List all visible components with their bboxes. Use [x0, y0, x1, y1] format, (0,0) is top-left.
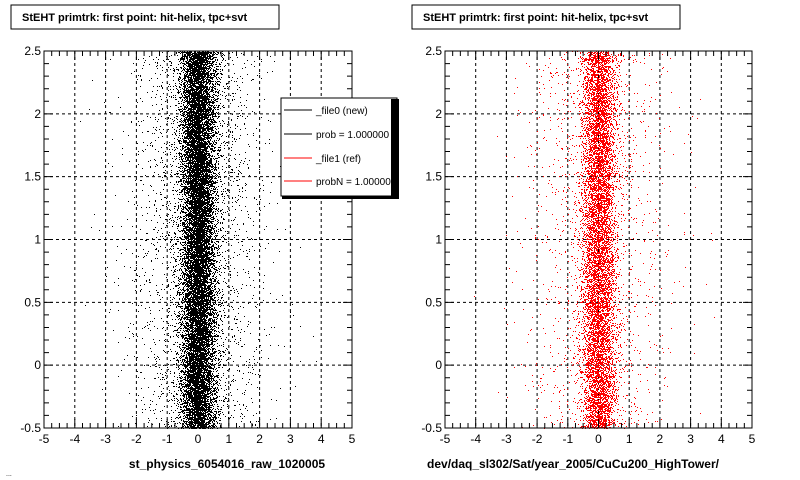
axis-ticks — [444, 50, 753, 429]
x-tick-label: 2 — [256, 432, 263, 446]
y-tick-label: -0.5 — [421, 421, 442, 435]
y-tick-label: 1 — [34, 233, 41, 247]
x-tick-label: -4 — [470, 432, 481, 446]
y-tick-label: 1.5 — [425, 170, 442, 184]
legend-box — [280, 97, 398, 197]
x-axis-label: st_physics_6054016_raw_1020005 — [129, 457, 325, 471]
x-tick-label: -3 — [501, 432, 512, 446]
y-tick-label: 0.5 — [24, 295, 41, 309]
y-tick-label: 2.5 — [425, 44, 442, 58]
right-plot-panel: StEHT primtrk: first point: hit-helix, t… — [411, 4, 756, 471]
scatter-point-cloud — [474, 51, 715, 429]
scatter-points — [80, 51, 317, 429]
scatter-point-cloud — [80, 51, 317, 429]
x-tick-labels: -5 -4 -3 -2 -1 0 1 2 3 4 5 — [39, 432, 356, 446]
legend-label: prob = 1.000000 — [316, 130, 390, 141]
x-tick-label: 4 — [718, 432, 725, 446]
x-axis-label: dev/daq_sl302/Sat/year_2005/CuCu200_High… — [427, 457, 720, 471]
x-tick-label: -3 — [100, 432, 111, 446]
x-tick-label: -1 — [562, 432, 573, 446]
y-tick-label: 0 — [34, 358, 41, 372]
y-tick-label: 0 — [435, 358, 442, 372]
x-tick-label: 0 — [195, 432, 202, 446]
plot-title: StEHT primtrk: first point: hit-helix, t… — [22, 12, 248, 24]
x-tick-label: -2 — [532, 432, 543, 446]
legend: _file0 (new) prob = 1.000000 _file1 (ref… — [280, 97, 399, 199]
x-tick-label: 1 — [225, 432, 232, 446]
plot-title-box — [10, 4, 280, 30]
x-tick-label: 5 — [349, 432, 356, 446]
tick-marks — [43, 50, 353, 429]
legend-shadow — [391, 99, 399, 197]
footer-text: ... — [6, 471, 12, 478]
plot-title: StEHT primtrk: first point: hit-helix, t… — [423, 12, 649, 24]
x-tick-label: -5 — [440, 432, 451, 446]
x-tick-label: 3 — [687, 432, 694, 446]
x-tick-label: 2 — [657, 432, 664, 446]
x-tick-label: 0 — [595, 432, 602, 446]
y-tick-label: 1.5 — [24, 170, 41, 184]
legend-label: probN = 1.000000 — [316, 177, 397, 188]
x-tick-label: 3 — [287, 432, 294, 446]
x-tick-labels: -5 -4 -3 -2 -1 0 1 2 3 4 5 — [440, 432, 756, 446]
x-tick-label: -2 — [131, 432, 142, 446]
x-tick-label: -5 — [39, 432, 50, 446]
axis-ticks — [43, 50, 353, 429]
left-plot-panel: StEHT primtrk: first point: hit-helix, t… — [10, 4, 356, 471]
y-tick-label: 0.5 — [425, 295, 442, 309]
y-tick-labels: -0.5 0 0.5 1 1.5 2 2.5 — [20, 44, 41, 435]
x-tick-label: 5 — [749, 432, 756, 446]
y-tick-label: -0.5 — [20, 421, 41, 435]
legend-label: _file0 (new) — [315, 106, 368, 117]
scatter-points — [474, 51, 715, 429]
tick-marks — [444, 50, 753, 429]
legend-shadow — [282, 196, 399, 199]
x-tick-label: 1 — [626, 432, 633, 446]
legend-label: _file1 (ref) — [315, 154, 361, 165]
plot-title-box — [411, 4, 681, 30]
y-tick-label: 1 — [435, 233, 442, 247]
x-tick-label: 4 — [318, 432, 325, 446]
x-tick-label: -4 — [69, 432, 80, 446]
y-tick-label: 2 — [34, 107, 41, 121]
x-tick-label: -1 — [162, 432, 173, 446]
y-tick-label: 2 — [435, 107, 442, 121]
y-tick-label: 2.5 — [24, 44, 41, 58]
y-tick-labels: -0.5 0 0.5 1 1.5 2 2.5 — [421, 44, 442, 435]
